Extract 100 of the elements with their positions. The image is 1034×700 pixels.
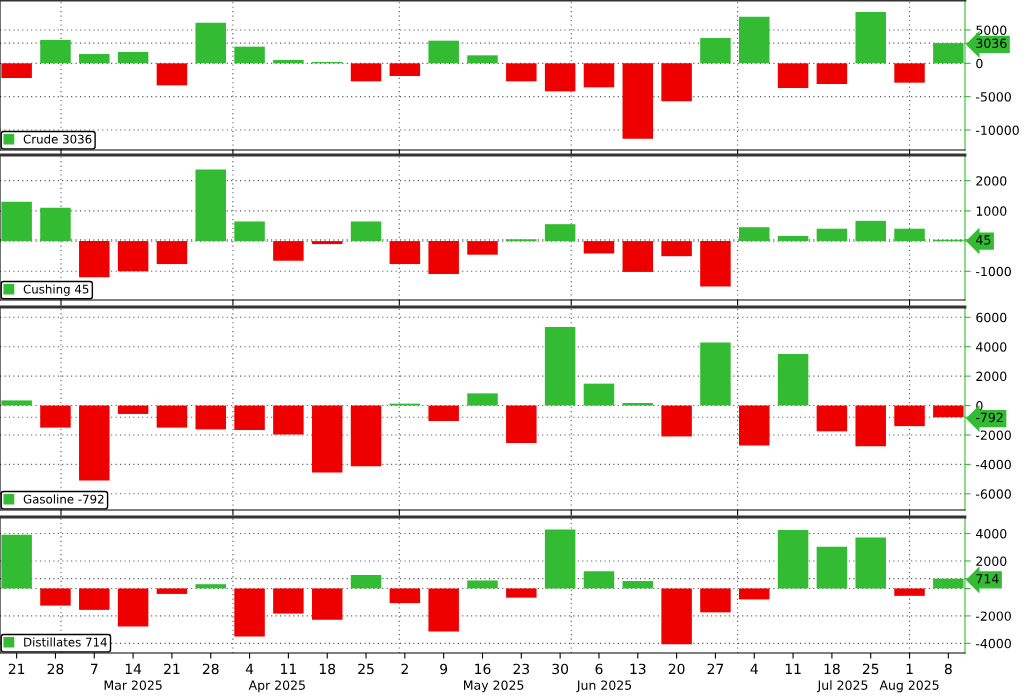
bar [739, 16, 770, 64]
y-tick-label: 6000 [976, 312, 1007, 323]
bar [700, 38, 731, 64]
x-tick-label: 13 [630, 663, 646, 675]
bar [816, 63, 848, 84]
bar [350, 405, 382, 467]
bar [273, 588, 304, 614]
bar [389, 241, 421, 265]
bar [117, 588, 149, 627]
bar [1, 63, 32, 78]
y-tick-label: 4000 [976, 342, 1007, 352]
bar [311, 241, 343, 245]
bar [777, 63, 809, 88]
bar [79, 405, 110, 481]
bar [855, 12, 886, 64]
bar [350, 221, 382, 242]
bar [816, 546, 848, 589]
bar [1, 534, 32, 589]
bar [777, 530, 809, 589]
x2-tick-label: Apr 2025 [248, 680, 305, 693]
bar [894, 228, 925, 242]
x-tick-label: 18 [319, 663, 336, 675]
x-tick-label: 4 [750, 663, 758, 674]
bar [700, 588, 731, 613]
bar [467, 580, 498, 589]
bar [311, 588, 343, 620]
bar [389, 588, 421, 604]
x-tick-label: 16 [475, 663, 491, 675]
legend-label: Gasoline -792 [23, 494, 104, 504]
bar [428, 405, 459, 421]
bar [234, 221, 265, 242]
bar [583, 63, 615, 88]
x2-tick-label: Jun 2025 [576, 680, 632, 693]
bar [467, 241, 498, 255]
x-tick-label: 6 [595, 663, 603, 675]
bar [894, 588, 925, 596]
bar [234, 46, 265, 64]
x-tick-label: 4 [245, 663, 254, 674]
x-tick-label: 2 [401, 663, 408, 674]
bar [739, 405, 770, 446]
bar [79, 588, 110, 610]
y-tick-label: 4000 [976, 528, 1007, 539]
bar [195, 169, 226, 242]
y-tick-label: -5000 [976, 92, 1011, 102]
bar [894, 63, 925, 83]
x-tick-label: 23 [513, 663, 530, 675]
y-tick-label: 2000 [976, 371, 1007, 382]
bar [894, 405, 925, 427]
y-tick-label: -4000 [976, 638, 1011, 649]
y-tick-label: -10000 [976, 125, 1019, 135]
bar [506, 63, 537, 82]
x-tick-label: 11 [785, 663, 801, 674]
x-tick-label: 21 [164, 663, 180, 674]
x-tick-label: 8 [944, 663, 952, 675]
bar [117, 241, 149, 272]
y-tick-label: 1000 [976, 206, 1007, 216]
bar [195, 22, 226, 64]
bar [544, 63, 576, 92]
y-tick-label: 45 [976, 235, 991, 245]
bar [273, 241, 304, 261]
bar [428, 588, 459, 632]
bar [40, 588, 71, 606]
bar [583, 241, 615, 254]
bar [855, 220, 886, 242]
x-tick-label: 27 [707, 663, 724, 674]
bar [622, 241, 654, 272]
x-tick-label: 30 [552, 663, 569, 675]
bar [855, 405, 886, 447]
bar [816, 405, 848, 432]
bar [777, 354, 809, 406]
x2-tick-label: Jul 2025 [816, 680, 868, 693]
x-tick-label: 28 [47, 663, 64, 675]
bar [661, 405, 692, 437]
legend-label: Crude 3036 [23, 134, 92, 144]
bar [622, 581, 654, 589]
x-tick-label: 18 [824, 663, 840, 675]
bar [700, 342, 731, 406]
bar [79, 241, 110, 278]
bar [156, 63, 188, 86]
bar [389, 63, 421, 76]
y-tick-label: -4000 [976, 459, 1011, 470]
x2-tick-label: May 2025 [464, 680, 524, 693]
bar [311, 405, 343, 473]
bar [544, 529, 576, 589]
legend-label: Distillates 714 [24, 637, 107, 647]
bar [156, 241, 188, 265]
bar [661, 588, 692, 645]
bar [234, 588, 265, 637]
bar [156, 405, 188, 428]
x-tick-label: 1 [906, 663, 913, 674]
bar [506, 588, 537, 598]
x-tick-label: 7 [91, 663, 98, 674]
bar [467, 393, 498, 406]
bar [700, 241, 731, 287]
x-tick-label: 28 [202, 663, 219, 675]
bar [117, 405, 149, 414]
bar [739, 588, 770, 600]
bar [855, 537, 886, 589]
bar [739, 227, 770, 242]
bar [195, 584, 226, 589]
